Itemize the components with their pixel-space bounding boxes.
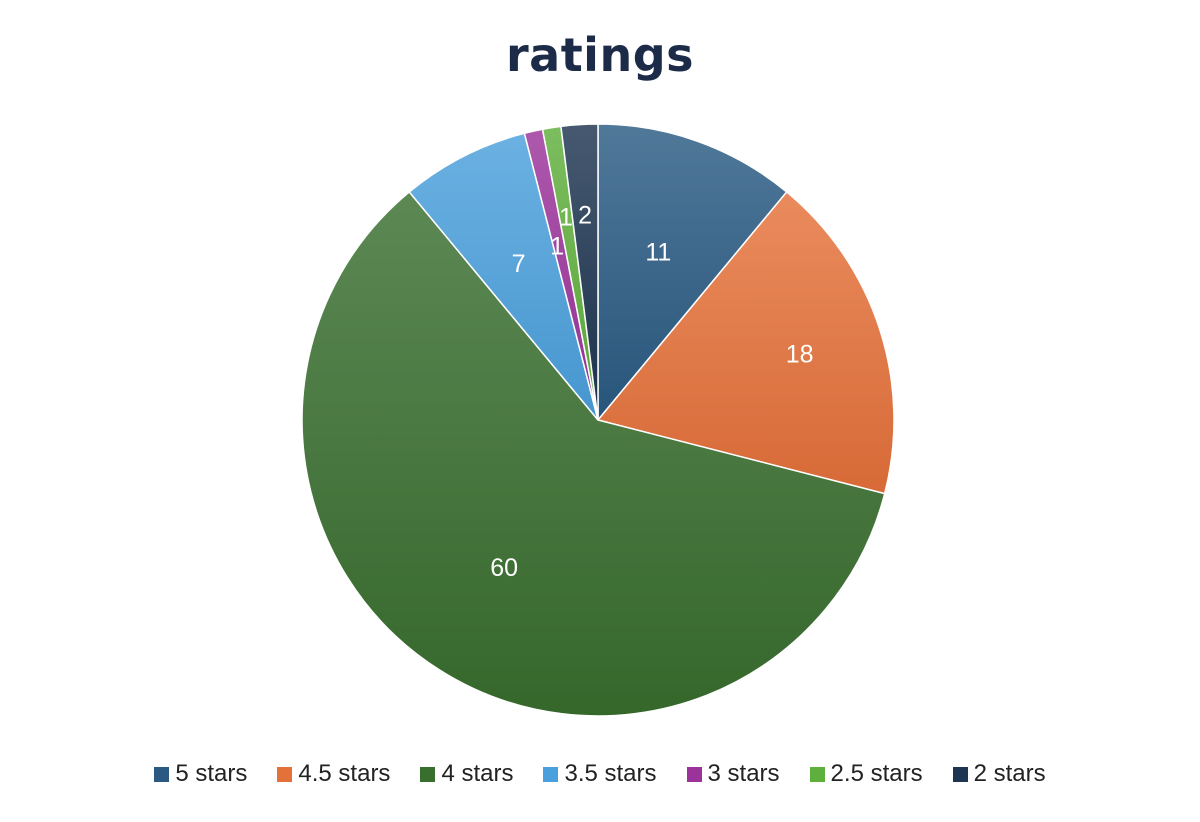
pie-slice-3-5-stars (408, 132, 599, 421)
legend-swatch (277, 766, 293, 782)
legend-swatch (686, 766, 702, 782)
pie-slice-4-5-stars (596, 190, 895, 495)
pie-slice-4-stars (301, 190, 886, 717)
legend-label: 5 stars (175, 760, 248, 787)
pie-slice-2-stars (560, 123, 599, 421)
legend-label: 3.5 stars (564, 760, 657, 787)
legend-item-2-5-stars: 2.5 stars (809, 760, 923, 788)
data-label-2-stars: 2 (578, 201, 592, 229)
legend-swatch (420, 766, 436, 782)
legend-item-4-5-stars: 4.5 stars (277, 760, 390, 788)
legend-swatch (154, 766, 170, 782)
pie-slices (301, 123, 895, 717)
data-label-4-5-stars: 18 (786, 341, 814, 369)
data-label-5-stars: 11 (645, 239, 671, 267)
data-label-3-5-stars: 7 (512, 250, 526, 278)
data-label-3-stars: 1 (550, 232, 564, 260)
legend-item-2-stars: 2 stars (952, 760, 1046, 788)
chart-legend: 5 stars 4.5 stars 4 stars 3.5 stars 3 stars 2… (0, 760, 1200, 788)
pie-slice-5-stars (597, 123, 788, 423)
legend-label: 4 stars (441, 760, 514, 787)
legend-label: 2.5 stars (830, 760, 923, 787)
legend-swatch (543, 766, 559, 782)
chart-title: ratings (505, 28, 695, 82)
legend-item-5-stars: 5 stars (154, 760, 247, 788)
legend-item-3-5-stars: 3.5 stars (543, 760, 657, 788)
legend-label: 4.5 stars (298, 760, 391, 787)
legend-label: 3 stars (707, 760, 780, 787)
legend-swatch (952, 766, 968, 782)
legend-item-3-stars: 3 stars (686, 760, 780, 788)
data-label-4-stars: 60 (490, 554, 518, 582)
legend-swatch (809, 766, 825, 782)
legend-item-4-stars: 4 stars (420, 760, 513, 788)
data-label-2-5-stars: 1 (559, 204, 573, 232)
legend-label: 2 stars (973, 760, 1046, 787)
